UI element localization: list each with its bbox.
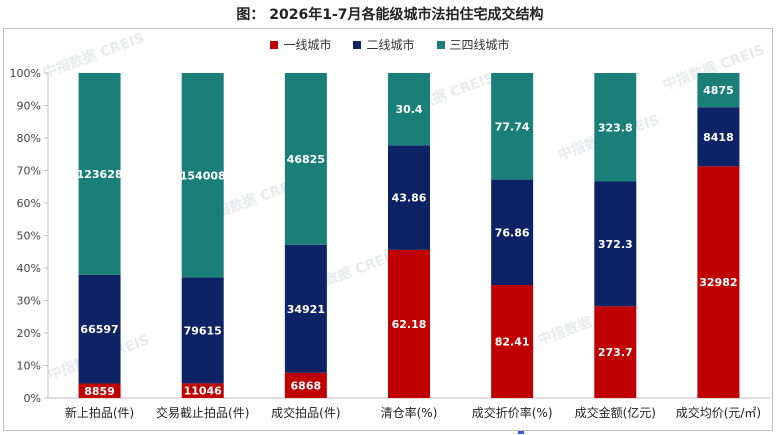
- legend-label-tier34: 三四线城市: [449, 38, 510, 52]
- data-label: 34921: [287, 303, 325, 316]
- x-tick-label: 成交均价(元/㎡): [676, 405, 761, 420]
- bar-segment: [594, 306, 637, 398]
- bar-segment: [697, 73, 740, 108]
- x-tick-label: 成交折价率(%): [472, 405, 553, 420]
- data-label: 273.7: [598, 346, 633, 359]
- y-tick-label: 50%: [17, 230, 41, 243]
- bar-segment: [284, 73, 327, 245]
- data-label: 66597: [80, 323, 118, 336]
- data-label: 8859: [84, 385, 115, 398]
- bottom-marker: [518, 431, 524, 434]
- bar-segment: [181, 383, 224, 398]
- data-label: 123628: [77, 168, 123, 181]
- bar-segment: [697, 166, 740, 398]
- bar-segment: [594, 73, 637, 182]
- y-tick-label: 60%: [17, 197, 41, 210]
- y-tick-label: 90%: [17, 100, 41, 113]
- x-tick-label: 清仓率(%): [381, 405, 438, 420]
- y-tick-label: 20%: [17, 327, 41, 340]
- y-tick-label: 0%: [24, 392, 41, 405]
- data-label: 43.86: [392, 192, 427, 205]
- y-tick-label: 100%: [10, 67, 41, 80]
- data-label: 46825: [287, 153, 325, 166]
- legend-label-tier1: 一线城市: [283, 38, 332, 52]
- legend-swatch-tier2: [353, 40, 362, 49]
- bar-segment: [78, 73, 121, 275]
- x-tick-label: 交易截止拍品(件): [156, 405, 249, 420]
- x-tick-label: 新上拍品(件): [65, 405, 134, 420]
- legend-swatch-tier1: [270, 40, 279, 49]
- y-tick-label: 80%: [17, 132, 41, 145]
- bar-segment: [284, 372, 327, 398]
- bar-segment: [697, 107, 740, 167]
- data-label: 6868: [291, 379, 322, 392]
- bar-segment: [78, 383, 121, 398]
- x-tick-label: 成交拍品(件): [271, 405, 340, 420]
- y-tick-label: 30%: [17, 295, 41, 308]
- y-tick-label: 70%: [17, 165, 41, 178]
- chart-frame: [3, 28, 773, 431]
- data-label: 372.3: [598, 238, 633, 251]
- y-tick-label: 10%: [17, 360, 41, 373]
- data-label: 82.41: [495, 335, 530, 348]
- y-tick-label: 40%: [17, 262, 41, 275]
- data-label: 77.74: [495, 120, 530, 133]
- data-label: 76.86: [495, 226, 530, 239]
- data-label: 323.8: [598, 121, 633, 134]
- data-label: 8418: [703, 131, 734, 144]
- legend-swatch-tier34: [436, 40, 445, 49]
- data-label: 11046: [184, 385, 223, 398]
- data-label: 62.18: [392, 318, 427, 331]
- x-tick-label: 成交金额(亿元): [575, 405, 656, 420]
- bar-segment: [594, 181, 637, 307]
- bar-segment: [491, 73, 534, 180]
- legend: 一线城市 二线城市 三四线城市: [0, 36, 780, 53]
- data-label: 154008: [180, 169, 226, 182]
- bar-segment: [388, 73, 430, 146]
- chart-title: 图： 2026年1-7月各能级城市法拍住宅成交结构: [236, 7, 544, 23]
- legend-item-tier2: 二线城市: [353, 36, 415, 53]
- bar-segment: [491, 284, 534, 398]
- bar-segment: [78, 274, 121, 384]
- bar-segment: [284, 244, 327, 373]
- bar-segment: [388, 249, 430, 398]
- bar-segment: [181, 73, 224, 278]
- legend-item-tier34: 三四线城市: [436, 36, 510, 53]
- bar-segment: [388, 145, 430, 250]
- legend-item-tier1: 一线城市: [270, 36, 331, 53]
- data-label: 30.4: [395, 103, 422, 116]
- bar-segment: [491, 179, 534, 285]
- legend-label-tier2: 二线城市: [366, 38, 415, 52]
- data-label: 4875: [703, 84, 734, 97]
- bar-segment: [181, 277, 224, 384]
- data-label: 32982: [699, 276, 737, 289]
- data-label: 79615: [184, 324, 222, 337]
